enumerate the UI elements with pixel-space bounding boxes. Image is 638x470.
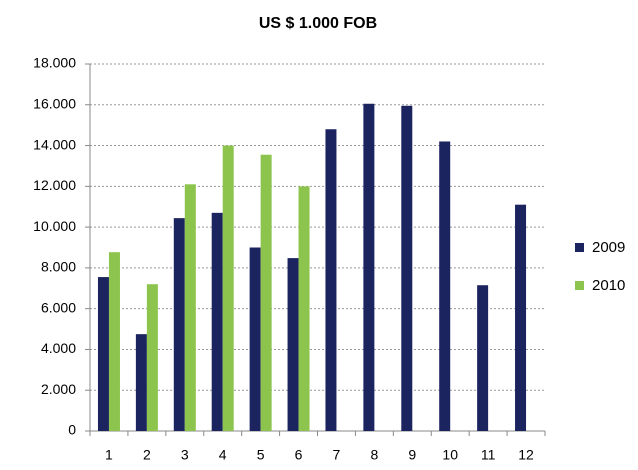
bar xyxy=(146,284,158,431)
legend-label: 2009 xyxy=(592,239,625,256)
y-tick-label: 16.000 xyxy=(33,95,76,111)
x-tick-label: 7 xyxy=(333,447,341,463)
bar xyxy=(249,247,261,431)
x-tick-label: 8 xyxy=(370,447,378,463)
legend-label: 2010 xyxy=(592,277,625,294)
bar xyxy=(439,141,451,431)
y-tick-label: 2.000 xyxy=(41,381,76,397)
y-tick-label: 0 xyxy=(68,422,76,438)
bar xyxy=(135,334,147,431)
bar xyxy=(325,129,337,431)
x-tick-label: 10 xyxy=(442,447,458,463)
x-tick-label: 11 xyxy=(481,447,496,463)
bar xyxy=(260,154,272,431)
y-tick-label: 6.000 xyxy=(41,299,76,315)
legend-swatch xyxy=(575,281,584,290)
bar xyxy=(222,145,234,432)
y-tick-label: 18.000 xyxy=(33,55,76,71)
bar xyxy=(97,277,109,431)
y-tick-label: 4.000 xyxy=(41,340,76,356)
x-tick-label: 6 xyxy=(295,447,303,463)
bar xyxy=(173,218,185,431)
y-tick-label: 14.000 xyxy=(33,136,76,152)
y-tick-label: 12.000 xyxy=(33,177,76,193)
bar xyxy=(108,252,120,431)
x-tick-label: 1 xyxy=(105,447,113,463)
bar xyxy=(184,184,196,431)
x-tick-label: 4 xyxy=(219,447,227,463)
bar xyxy=(287,258,299,431)
bar xyxy=(401,105,413,431)
bar xyxy=(298,186,310,431)
x-tick-label: 9 xyxy=(408,447,416,463)
y-tick-label: 10.000 xyxy=(33,218,76,234)
x-tick-label: 3 xyxy=(181,447,189,463)
bar xyxy=(515,204,527,431)
legend-swatch xyxy=(575,243,584,252)
x-tick-label: 5 xyxy=(257,447,265,463)
bar xyxy=(211,212,223,431)
bar xyxy=(363,103,375,431)
y-tick-label: 8.000 xyxy=(41,259,76,275)
bar xyxy=(477,285,489,431)
x-tick-label: 2 xyxy=(143,447,151,463)
chart-title: US $ 1.000 FOB xyxy=(259,15,377,32)
x-tick-label: 12 xyxy=(518,447,534,463)
